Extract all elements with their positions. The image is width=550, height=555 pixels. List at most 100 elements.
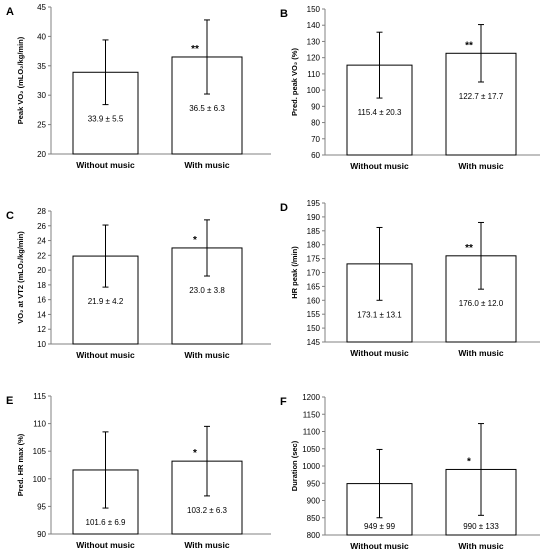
y-tick-label: 100	[307, 86, 321, 95]
y-tick-label: 800	[307, 531, 321, 540]
y-tick-label: 16	[37, 296, 46, 305]
panel-d: D HR peak (/min) 145 150 155 160 165 170 175 180 1…	[280, 199, 540, 358]
significance-marker: **	[465, 40, 473, 51]
x-category-label: Without music	[350, 161, 409, 171]
significance-marker: *	[467, 456, 471, 467]
y-axis-label: Pred. HR max (%)	[16, 433, 25, 496]
significance-marker: **	[191, 44, 199, 55]
data-label: 103.2 ± 6.3	[187, 506, 228, 515]
x-category-label: Without music	[350, 541, 409, 550]
y-tick-label: 22	[37, 251, 46, 260]
y-tick-label: 18	[37, 281, 46, 290]
y-tick-label: 30	[37, 91, 46, 100]
data-label: 122.7 ± 17.7	[459, 92, 504, 101]
y-tick-label: 155	[307, 310, 321, 319]
panel-e: E Pred. HR max (%) 90 95 100 105 110 115 101.6 ±…	[6, 392, 271, 550]
significance-marker: *	[193, 235, 197, 246]
y-tick-label: 900	[307, 497, 321, 506]
y-tick-label: 110	[33, 420, 46, 429]
y-tick-label: 35	[37, 62, 46, 71]
y-tick-label: 170	[307, 269, 321, 278]
y-tick-label: 60	[311, 151, 320, 160]
y-tick-label: 180	[307, 241, 321, 250]
x-category-label: With music	[184, 160, 230, 170]
y-tick-label: 1200	[302, 393, 320, 402]
x-category-label: With music	[458, 348, 504, 358]
data-label: 36.5 ± 6.3	[189, 104, 225, 113]
y-tick-label: 175	[307, 255, 321, 264]
y-tick-label: 25	[37, 121, 46, 130]
y-tick-label: 10	[37, 340, 46, 349]
y-tick-label: 70	[311, 135, 320, 144]
y-tick-label: 160	[307, 296, 321, 305]
y-tick-label: 90	[311, 102, 320, 111]
data-label: 21.9 ± 4.2	[88, 297, 124, 306]
significance-marker: **	[465, 243, 473, 254]
panel-f: F Duration (sec) 800 850 900 950 1000 1050 1100 1…	[280, 393, 540, 551]
y-tick-label: 28	[37, 207, 46, 216]
panel-a: A Peak VO₂ (mLO₂/kg/min) 20 25 30 35 40 45 33.9 …	[6, 3, 271, 170]
y-axis-label: Pred. peak VO₂ (%)	[290, 48, 299, 116]
x-category-label: With music	[458, 541, 504, 550]
data-label: 101.6 ± 6.9	[86, 518, 127, 527]
y-tick-label: 1150	[303, 410, 321, 419]
y-tick-label: 45	[37, 3, 46, 12]
data-label: 176.0 ± 12.0	[459, 299, 504, 308]
y-tick-label: 1100	[303, 428, 321, 437]
panel-label: C	[6, 210, 14, 222]
y-axis-label: Duration (sec)	[290, 440, 299, 491]
panel-label: D	[280, 202, 288, 214]
y-tick-label: 1000	[302, 462, 320, 471]
y-tick-label: 850	[307, 514, 321, 523]
data-label: 990 ± 133	[463, 522, 499, 531]
data-label: 33.9 ± 5.5	[88, 115, 124, 124]
x-category-label: Without music	[76, 540, 135, 550]
y-tick-label: 145	[307, 338, 321, 347]
data-label: 23.0 ± 3.8	[189, 286, 225, 295]
x-category-label: With music	[184, 350, 230, 360]
x-category-label: With music	[458, 161, 504, 171]
y-tick-label: 24	[37, 237, 46, 246]
y-tick-label: 165	[307, 282, 321, 291]
y-tick-label: 14	[37, 310, 46, 319]
bar	[346, 64, 413, 156]
y-tick-label: 110	[307, 70, 320, 79]
y-tick-label: 150	[307, 5, 321, 14]
y-tick-label: 90	[37, 530, 46, 539]
panel-label: B	[280, 8, 288, 20]
panel-label: F	[280, 396, 287, 408]
y-tick-label: 100	[33, 475, 47, 484]
y-tick-label: 950	[307, 479, 321, 488]
data-label: 949 ± 99	[364, 522, 396, 531]
x-category-label: Without music	[76, 160, 135, 170]
panel-label: E	[6, 395, 13, 407]
y-tick-label: 185	[307, 227, 321, 236]
y-tick-label: 80	[311, 119, 320, 128]
y-tick-label: 120	[307, 54, 321, 63]
data-label: 173.1 ± 13.1	[357, 310, 402, 319]
significance-marker: *	[193, 448, 197, 459]
x-category-label: Without music	[350, 348, 409, 358]
y-tick-label: 115	[33, 392, 46, 401]
y-tick-label: 150	[307, 324, 321, 333]
y-tick-label: 195	[307, 199, 321, 208]
panel-b: B Pred. peak VO₂ (%) 60 70 80 90 100 110 120 130 1…	[280, 5, 540, 171]
y-tick-label: 20	[37, 150, 46, 159]
y-axis-label: Peak VO₂ (mLO₂/kg/min)	[16, 36, 25, 124]
y-tick-label: 140	[307, 21, 321, 30]
y-tick-label: 26	[37, 222, 46, 231]
y-tick-label: 190	[307, 213, 321, 222]
data-label: 115.4 ± 20.3	[358, 108, 402, 117]
y-tick-label: 12	[37, 325, 46, 334]
y-tick-label: 95	[37, 502, 46, 511]
y-axis-label: HR peak (/min)	[290, 246, 299, 299]
y-axis-label: VO₂ at VT2 (mLO₂/kg/min)	[16, 231, 25, 324]
x-category-label: Without music	[76, 350, 135, 360]
y-tick-label: 40	[37, 32, 46, 41]
panel-label: A	[6, 6, 14, 18]
y-tick-label: 105	[33, 447, 47, 456]
x-category-label: With music	[184, 540, 230, 550]
